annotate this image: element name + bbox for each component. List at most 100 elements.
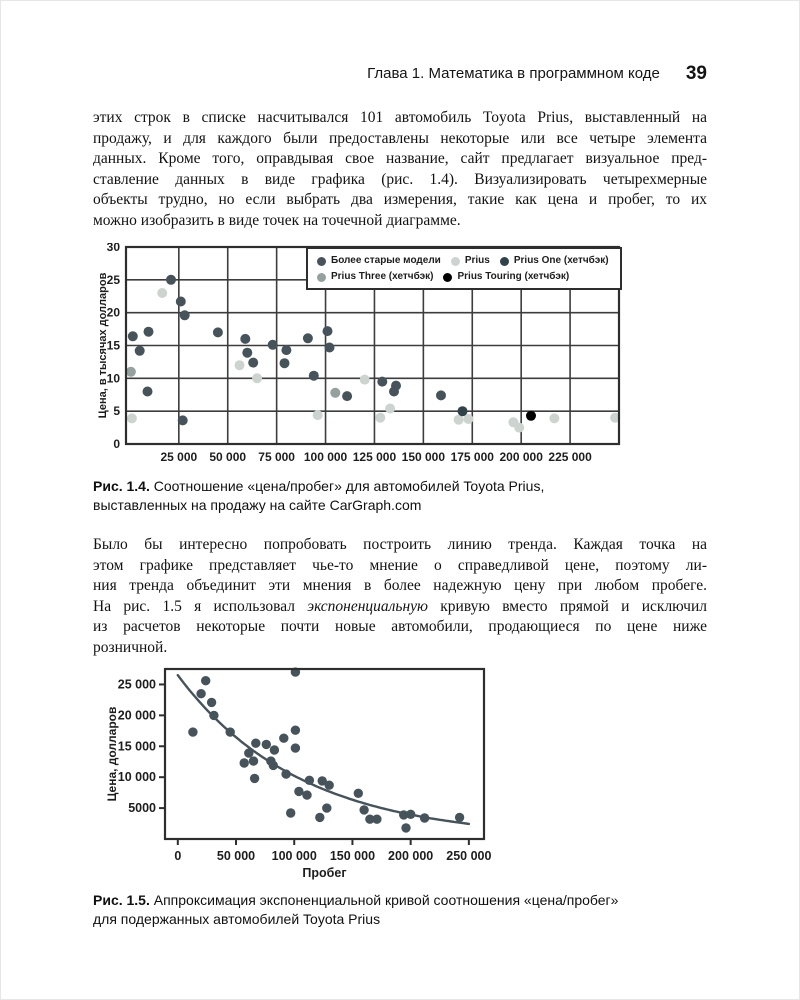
data-point-series-0 <box>353 788 363 798</box>
data-point-series-0 <box>248 756 259 766</box>
body-paragraph-2: Было бы интересно попробовать построить … <box>93 535 707 659</box>
text-segment: Было бы интересно попробовать построить … <box>93 536 707 553</box>
x-tick-label: 200 000 <box>388 849 433 863</box>
text-segment: ставление данных в виде графика (рис. 1.… <box>93 170 707 188</box>
data-point-series-1 <box>157 288 168 298</box>
legend-label: Более старые модели <box>331 255 441 266</box>
legend-item-2: Prius One (хетчбэк) <box>499 253 609 269</box>
data-point-series-0 <box>294 786 304 797</box>
data-point-series-0 <box>268 760 278 771</box>
caption-text: для подержанных автомобилей Toyota Prius <box>93 911 381 927</box>
chapter-title: Глава 1. Математика в программном коде <box>367 65 660 82</box>
data-point-series-0 <box>342 391 353 402</box>
legend-item-1: Prius <box>450 253 490 269</box>
text-line: ния тренда объединит эти мнения в более … <box>93 576 707 597</box>
legend-row: Более старые модели Prius Prius One (хетчб… <box>317 253 616 269</box>
y-tick-label: 25 <box>107 273 121 287</box>
data-point-series-0 <box>290 725 301 735</box>
data-point-series-1 <box>312 410 323 421</box>
data-point-series-2 <box>457 406 468 417</box>
x-tick-label: 100 000 <box>272 849 317 863</box>
chart-legend: Более старые модели Prius Prius One (хетчб… <box>306 247 622 290</box>
data-point-series-1 <box>514 422 525 433</box>
y-tick-label: 25 000 <box>118 677 156 691</box>
y-tick-label: 0 <box>113 437 120 451</box>
data-point-series-0 <box>127 331 138 342</box>
data-point-series-0 <box>240 333 251 344</box>
x-tick-label: 150 000 <box>402 450 446 464</box>
data-point-series-0 <box>244 748 254 758</box>
text-segment: кривую вместо прямой и исключил <box>427 597 707 615</box>
data-point-series-0 <box>143 326 154 337</box>
y-tick-label: 30 <box>107 243 121 254</box>
data-point-series-1 <box>453 414 464 425</box>
data-point-series-0 <box>290 743 301 753</box>
data-point-series-1 <box>126 413 137 424</box>
data-point-series-0 <box>267 339 278 350</box>
x-tick-label: 50 000 <box>217 849 255 863</box>
legend-label: Prius Touring (хетчбэк) <box>457 271 570 282</box>
x-tick-label: 75 000 <box>258 450 295 464</box>
data-point-series-0 <box>281 769 291 779</box>
data-point-series-0 <box>317 776 327 786</box>
text-line: можно изобразить в виде точек на точечно… <box>93 211 707 232</box>
figure-1-4-caption: Рис. 1.4. Соотношение «цена/пробег» для … <box>93 477 707 515</box>
text-line: Было бы интересно попробовать построить … <box>93 535 707 556</box>
data-point-series-0 <box>177 415 188 426</box>
x-tick-label: 125 000 <box>353 450 397 464</box>
data-point-series-0 <box>389 386 399 397</box>
data-point-series-0 <box>134 345 145 356</box>
caption-text: Соотношение «цена/пробег» для автомобиле… <box>153 478 545 494</box>
data-point-series-0 <box>401 823 411 833</box>
text-line: этом графике представляет чье-то мнение … <box>93 556 707 577</box>
data-point-series-0 <box>372 814 382 824</box>
text-line: объекты трудно, но если выбрать два изме… <box>93 190 707 211</box>
figure-1-4: 0 5 10 15 20 25 30 25 000 50 000 75 000 100 000 125… <box>93 243 707 475</box>
y-tick-label: 5 <box>113 404 120 418</box>
y-tick-label: 20 000 <box>118 708 156 722</box>
data-point-series-0 <box>212 327 223 338</box>
data-point-series-0 <box>281 345 292 356</box>
data-point-series-0 <box>166 274 176 285</box>
data-point-series-0 <box>251 738 261 748</box>
data-point-series-0 <box>315 812 325 823</box>
y-tick-label: 10 <box>107 371 121 385</box>
data-point-series-0 <box>302 790 312 800</box>
x-tick-label: 150 000 <box>330 849 375 863</box>
data-point-series-0 <box>188 727 198 737</box>
exponential-fit-scatter-chart: 5000 10 000 15 000 20 000 25 000 0 50 000 100 0… <box>105 667 492 880</box>
y-axis-title: Цена, долларов <box>105 707 119 802</box>
x-tick-label: 175 000 <box>451 450 495 464</box>
data-point-series-0 <box>377 376 388 387</box>
legend-item-0: Более старые модели <box>317 253 441 269</box>
caption-text: Аппроксимация экспоненциальной кривой со… <box>153 892 619 908</box>
y-axis-title: Цена, в тысячах долларов <box>97 272 109 418</box>
text-segment: из расчетов некоторые почти новые автомо… <box>93 618 707 636</box>
legend-row: Prius Three (хетчбэк) Prius Touring (хетч… <box>317 269 616 285</box>
legend-label: Prius One (хетчбэк) <box>513 255 609 266</box>
data-point-series-0 <box>419 813 430 823</box>
legend-marker-icon <box>317 256 326 266</box>
text-line: из расчетов некоторые почти новые автомо… <box>93 617 707 638</box>
data-point-series-0 <box>436 390 446 401</box>
figure-1-5-caption: Рис. 1.5. Аппроксимация экспоненциальной… <box>93 891 707 929</box>
y-tick-label: 20 <box>107 306 121 320</box>
data-point-series-0 <box>242 347 253 358</box>
caption-label: Рис. 1.5. <box>93 892 154 908</box>
text-segment: продажу, и для каждого были предоставлен… <box>93 129 707 147</box>
data-point-series-0 <box>142 386 153 397</box>
data-point-series-0 <box>399 810 409 820</box>
text-segment: ния тренда объединит эти мнения в более … <box>93 577 707 595</box>
data-point-series-0 <box>286 808 296 818</box>
text-segment: этих строк в списке насчитывался 101 авт… <box>93 109 707 126</box>
y-tick-label: 10 000 <box>118 770 156 784</box>
figure-1-5: 5000 10 000 15 000 20 000 25 000 0 50 000 100 0… <box>93 660 707 888</box>
data-point-series-1 <box>234 360 245 371</box>
page-header: Глава 1. Математика в программном коде 39 <box>93 62 707 84</box>
data-point-series-0 <box>279 733 289 743</box>
y-tick-label: 15 <box>107 339 121 353</box>
text-segment: На рис. 1.5 я использовал <box>93 597 308 615</box>
data-point-series-0 <box>359 805 369 815</box>
data-point-series-1 <box>375 412 386 423</box>
x-tick-label: 100 000 <box>304 450 348 464</box>
